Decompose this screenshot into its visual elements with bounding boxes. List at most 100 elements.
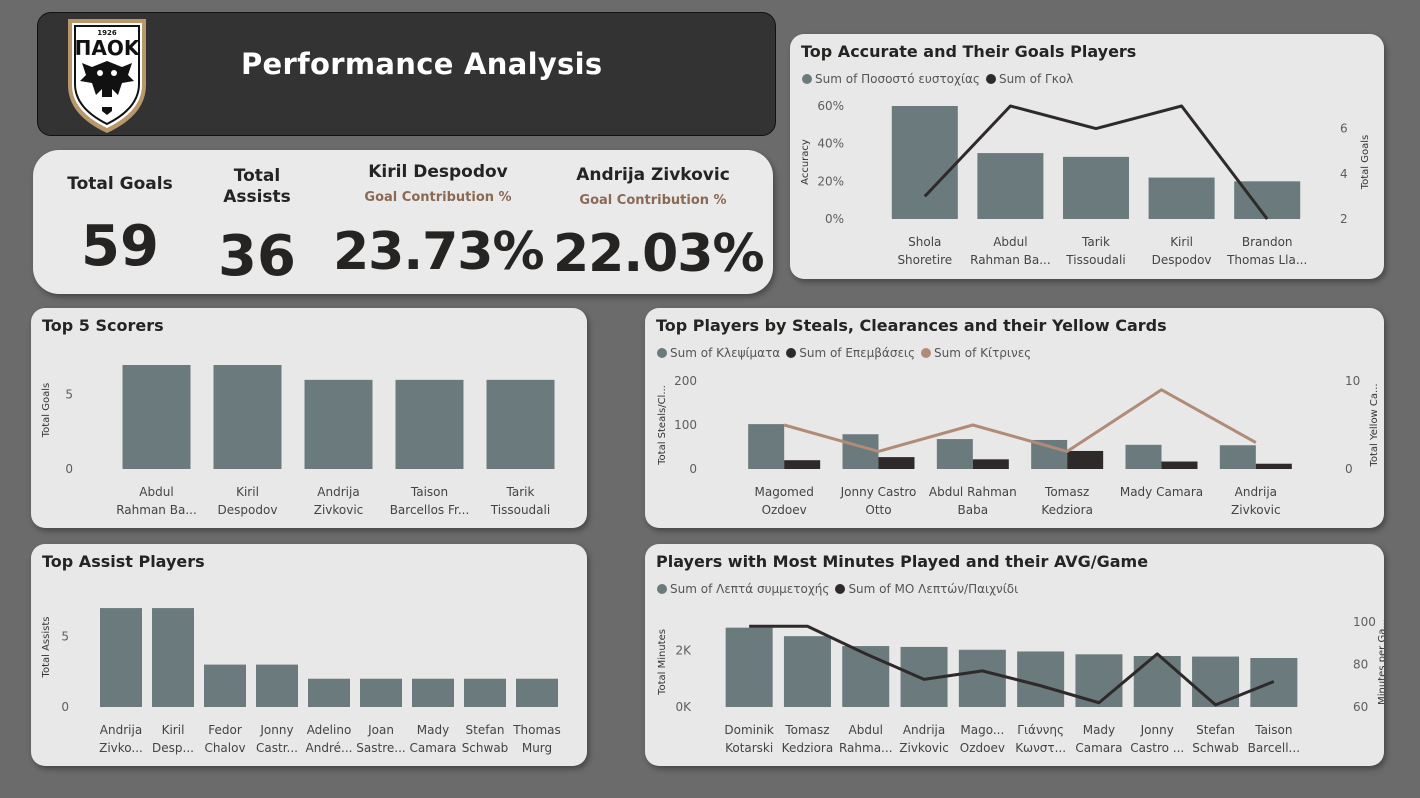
y-tick-label: 5 [61,629,69,643]
y-tick-label-right: 100 [1353,615,1376,629]
bar [412,678,454,707]
y-axis-label: Total Goals [41,383,52,439]
player2-sub: Goal Contribution % [579,193,727,208]
x-tick-label: Kotarski [725,741,773,755]
bar [842,646,890,707]
player2-name: Andrija Zivkovic [576,165,730,185]
x-tick-label: Mago... [960,723,1004,737]
player1-sub: Goal Contribution % [364,190,512,205]
x-tick-label: Otto [865,503,891,517]
legend-swatch [921,348,932,358]
x-tick-label: Κωνστ... [1015,741,1066,755]
legend-label: Sum of Γκολ [998,72,1074,86]
legend-item[interactable]: Sum of Κλεψίματα [657,346,780,360]
bar [1125,444,1162,469]
x-tick-label: Despodov [218,503,278,517]
logo-year: 1926 [97,29,117,37]
bar [972,459,1009,469]
y-tick-label: 200 [674,374,697,388]
y-tick-label-right: 6 [1340,122,1348,136]
x-tick-label: Kedziora [782,741,834,755]
bar [1148,177,1215,219]
x-tick-label: Jonny [1140,723,1174,737]
legend-item[interactable]: Sum of Κίτρινες [921,346,1031,360]
bar [842,434,879,469]
bar [304,379,373,469]
x-tick-label: Stefan [1196,723,1235,737]
total-goals-value: 59 [81,214,159,279]
chart-legend: Sum of Ποσοστό ευστοχίας Sum of Γκολ [802,72,1073,86]
bar [152,608,194,707]
logo-name: ΠΑΟΚ [75,36,141,60]
y-tick-label: 0 [61,700,69,714]
y-tick-label: 0 [65,462,73,476]
x-tick-label: Tissoudali [1065,253,1125,267]
x-tick-label: Taison [410,485,448,499]
y-axis-label: Total Assists [41,617,52,679]
y-axis-label-right: Total Yellow Ca... [1369,383,1380,467]
legend-swatch [835,584,846,594]
x-tick-label: Castr... [256,741,298,755]
y-tick-label: 2K [675,643,692,657]
x-tick-label: Thomas Lla... [1226,253,1307,267]
x-tick-label: Murg [522,741,552,755]
legend-item[interactable]: Sum of Γκολ [985,72,1074,86]
legend-swatch [657,348,667,358]
chart-title: Top Assist Players [42,552,205,571]
bar [395,379,464,469]
y-tick-label: 0K [675,700,692,714]
x-tick-label: Tarik [1081,235,1110,249]
x-tick-label: Ozdoev [762,503,807,517]
legend-item[interactable]: Sum of Λεπτά συμμετοχής [657,582,829,596]
y-tick-label: 5 [65,388,73,402]
bar [360,678,402,707]
y-axis-label-right: Minutes per Ga... [1377,619,1384,705]
legend-item[interactable]: Sum of Επεμβάσεις [786,346,915,360]
chart-plot: 0K 2K 60 80 100 Total Minutes Minutes per Ga..… [657,615,1384,755]
bar [256,664,298,707]
legend-item[interactable]: Sum of Ποσοστό ευστοχίας [802,72,980,86]
legend-swatch [657,584,667,594]
x-tick-label: Abdul [849,723,883,737]
bar [958,649,1006,707]
x-tick-label: Zivko... [99,741,143,755]
x-tick-label: Kiril [236,485,259,499]
x-tick-label: Camara [1075,741,1122,755]
x-tick-label: Stefan [466,723,505,737]
x-tick-label: Tomasz [784,723,829,737]
x-tick-label: Andrija [1235,485,1277,499]
x-tick-label: Abdul [139,485,173,499]
x-tick-label: Zivkovic [899,741,949,755]
x-tick-label: Despodov [1152,253,1212,267]
legend-label: Sum of Λεπτά συμμετοχής [670,582,830,596]
x-tick-label: Kiril [1170,235,1193,249]
y-axis-label: Accuracy [800,139,811,185]
page-title: Performance Analysis [241,47,603,81]
y-tick-label-right: 2 [1340,212,1348,226]
x-tick-label: Shoretire [897,253,952,267]
bar [1063,156,1129,219]
series-line [749,624,1275,707]
legend-swatch [786,348,797,358]
x-tick-label: Castro ... [1130,741,1184,755]
series-line [783,388,1257,453]
x-tick-label: Rahman Ba... [116,503,197,517]
bar [1255,463,1292,469]
bar [1219,445,1256,469]
x-tick-label: Schwab [1192,741,1239,755]
x-tick-label: Joan [367,723,394,737]
x-tick-label: Rahma... [839,741,893,755]
player1-value: 23.73% [333,222,545,282]
x-tick-label: Magomed [754,485,813,499]
bar [122,365,191,469]
total-assists-label-line2: Assists [223,187,291,207]
chart-plot: 0 5 Total Goals Abdul Rahman Ba... Kiril Despo… [41,365,555,517]
y-tick-label: 0% [825,212,844,226]
bar [516,678,558,707]
y-tick-label: 100 [674,418,697,432]
legend-item[interactable]: Sum of ΜΟ Λεπτών/Παιχνίδι [835,582,1018,596]
bar [100,608,142,707]
bar [878,457,915,469]
chart-title: Top Accurate and Their Goals Players [801,42,1137,61]
y-tick-label-right: 4 [1340,167,1348,181]
